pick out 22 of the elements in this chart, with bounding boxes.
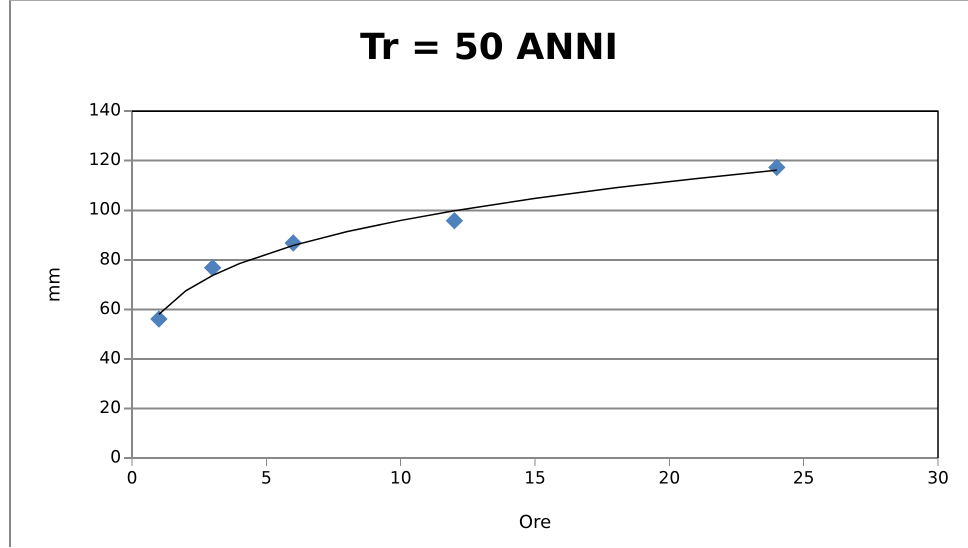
x-tick-label: 25	[792, 468, 814, 489]
point	[204, 259, 222, 276]
y-tick-label: 100	[88, 200, 122, 220]
y-tick-label: 80	[99, 249, 122, 270]
y-tick-label: 40	[99, 348, 122, 368]
point	[150, 310, 168, 328]
x-tick-label: 30	[927, 468, 949, 489]
x-tick-label: 10	[390, 468, 412, 489]
y-tick-label: 120	[88, 150, 122, 170]
x-tick-label: 5	[260, 468, 272, 489]
x-tick-label: 0	[126, 468, 138, 489]
y-tick-label: 20	[99, 398, 122, 418]
point	[768, 158, 786, 176]
chart-title: Tr = 50 ANNI	[360, 26, 618, 68]
x-tick-label: 15	[524, 468, 546, 489]
x-axis-title: Ore	[518, 512, 552, 533]
y-tick-label: 60	[99, 298, 122, 319]
y-axis-title: mm	[43, 267, 64, 302]
y-tick-label: 140	[88, 100, 122, 121]
x-tick-label: 20	[658, 468, 680, 489]
point	[446, 212, 463, 230]
y-tick-label: 0	[110, 447, 122, 468]
